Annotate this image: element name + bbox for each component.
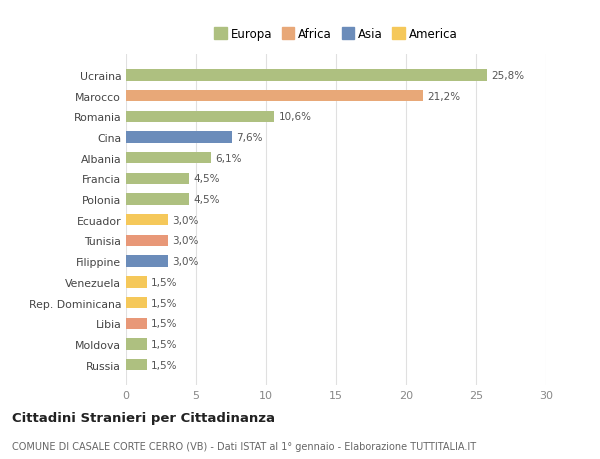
Bar <box>126 70 487 81</box>
Text: COMUNE DI CASALE CORTE CERRO (VB) - Dati ISTAT al 1° gennaio - Elaborazione TUTT: COMUNE DI CASALE CORTE CERRO (VB) - Dati… <box>12 441 476 451</box>
Bar <box>126 194 189 205</box>
Bar <box>126 256 168 267</box>
Text: 7,6%: 7,6% <box>236 133 263 143</box>
Text: 6,1%: 6,1% <box>215 153 242 163</box>
Bar <box>126 235 168 246</box>
Text: 1,5%: 1,5% <box>151 277 178 287</box>
Bar <box>126 339 147 350</box>
Text: 1,5%: 1,5% <box>151 298 178 308</box>
Bar <box>126 174 189 185</box>
Bar <box>126 297 147 308</box>
Text: 3,0%: 3,0% <box>172 257 199 267</box>
Bar <box>126 153 211 164</box>
Legend: Europa, Africa, Asia, America: Europa, Africa, Asia, America <box>211 25 461 45</box>
Bar <box>126 277 147 288</box>
Text: Cittadini Stranieri per Cittadinanza: Cittadini Stranieri per Cittadinanza <box>12 412 275 425</box>
Bar <box>126 215 168 226</box>
Text: 3,0%: 3,0% <box>172 236 199 246</box>
Bar <box>126 359 147 370</box>
Bar <box>126 132 232 143</box>
Text: 21,2%: 21,2% <box>427 91 460 101</box>
Text: 1,5%: 1,5% <box>151 319 178 329</box>
Text: 4,5%: 4,5% <box>193 174 220 184</box>
Text: 3,0%: 3,0% <box>172 215 199 225</box>
Bar <box>126 91 423 102</box>
Bar <box>126 318 147 329</box>
Text: 25,8%: 25,8% <box>491 71 524 81</box>
Text: 1,5%: 1,5% <box>151 339 178 349</box>
Text: 4,5%: 4,5% <box>193 195 220 205</box>
Text: 1,5%: 1,5% <box>151 360 178 370</box>
Text: 10,6%: 10,6% <box>278 112 311 122</box>
Bar <box>126 112 274 123</box>
